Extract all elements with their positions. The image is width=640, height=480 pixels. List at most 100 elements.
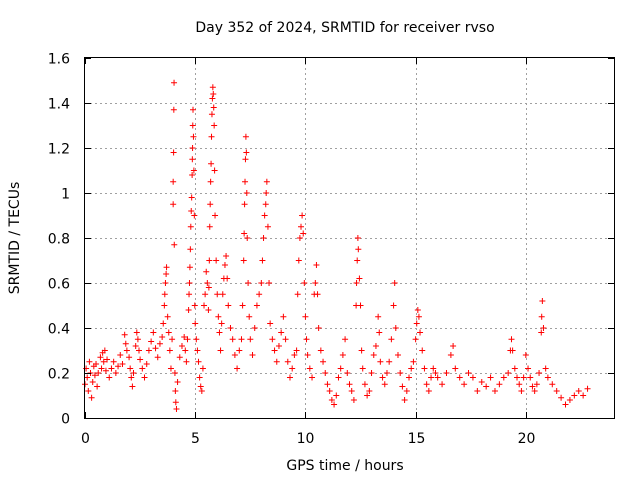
data-point xyxy=(134,336,141,343)
data-point xyxy=(280,313,287,320)
x-axis-label: GPS time / hours xyxy=(286,458,403,474)
data-point xyxy=(296,235,303,241)
data-point xyxy=(514,374,521,381)
data-point xyxy=(425,388,432,394)
data-point xyxy=(224,275,231,282)
data-point xyxy=(344,370,351,376)
data-point xyxy=(294,291,301,298)
data-point xyxy=(403,388,410,394)
data-point xyxy=(150,329,157,336)
data-point xyxy=(376,329,383,336)
data-point xyxy=(571,392,578,399)
data-point xyxy=(166,347,173,354)
data-point xyxy=(348,388,355,394)
data-point xyxy=(542,365,549,372)
data-point xyxy=(500,374,507,381)
data-point xyxy=(240,257,247,264)
data-point xyxy=(295,257,302,264)
data-point xyxy=(189,122,196,129)
data-point xyxy=(172,388,179,394)
data-point xyxy=(461,381,468,388)
data-point xyxy=(306,365,313,372)
data-point xyxy=(315,325,322,331)
data-point xyxy=(331,401,338,408)
data-point xyxy=(122,340,129,347)
data-point xyxy=(133,329,140,336)
data-point xyxy=(539,298,546,304)
data-point xyxy=(161,291,168,298)
data-point xyxy=(491,388,498,394)
data-point xyxy=(544,374,551,381)
data-point xyxy=(194,347,201,354)
data-point xyxy=(531,388,538,394)
data-point xyxy=(206,257,213,264)
data-point xyxy=(108,365,115,372)
data-point xyxy=(94,383,101,390)
data-point xyxy=(186,280,193,286)
data-point xyxy=(366,388,373,394)
data-point xyxy=(221,262,228,268)
data-point xyxy=(208,133,215,140)
data-point xyxy=(203,268,210,275)
data-point xyxy=(217,347,224,354)
data-point xyxy=(88,394,95,401)
data-point xyxy=(84,374,91,381)
data-point xyxy=(394,352,401,358)
data-point xyxy=(137,356,144,363)
data-point xyxy=(171,79,178,86)
data-point xyxy=(129,383,136,390)
y-tick-label: 0.8 xyxy=(48,232,70,248)
data-point xyxy=(127,365,134,372)
data-point xyxy=(536,370,543,376)
data-point xyxy=(302,313,309,320)
data-point xyxy=(358,347,365,354)
data-point xyxy=(301,280,308,286)
data-point xyxy=(163,264,170,271)
data-point xyxy=(119,361,126,367)
data-point xyxy=(243,190,250,196)
data-point xyxy=(185,307,192,313)
plot-frame xyxy=(84,57,615,419)
data-point xyxy=(269,336,276,343)
data-point xyxy=(117,352,124,358)
data-point xyxy=(167,365,174,372)
data-point xyxy=(368,370,375,376)
data-point xyxy=(566,397,573,403)
data-point xyxy=(160,320,167,327)
data-point xyxy=(210,104,217,111)
data-point xyxy=(452,365,459,372)
data-point xyxy=(176,354,183,361)
data-point xyxy=(293,347,300,354)
y-tick-label: 1.4 xyxy=(48,97,70,113)
data-point xyxy=(511,365,518,372)
data-point xyxy=(388,336,395,343)
data-point xyxy=(182,347,189,354)
data-point xyxy=(386,358,393,365)
data-point xyxy=(353,280,360,286)
data-point xyxy=(110,358,117,365)
data-point xyxy=(171,241,178,248)
data-point xyxy=(298,223,305,230)
data-point xyxy=(231,352,238,358)
data-point xyxy=(529,383,536,390)
data-point xyxy=(415,313,422,320)
data-point xyxy=(181,334,188,340)
data-point xyxy=(275,343,282,349)
data-point xyxy=(219,291,226,298)
data-point xyxy=(423,381,430,388)
data-point xyxy=(313,262,320,268)
data-point xyxy=(562,401,569,408)
data-point xyxy=(123,347,130,354)
data-point xyxy=(271,347,278,354)
data-point xyxy=(223,253,230,259)
data-point xyxy=(145,347,152,354)
data-point xyxy=(207,178,214,185)
y-axis-ticks: 0 0.2 0.4 0.6 0.8 1 1.2 1.4 1.6 xyxy=(48,52,614,428)
data-point xyxy=(314,291,321,298)
data-point xyxy=(580,392,587,399)
data-point xyxy=(383,370,390,376)
data-point xyxy=(496,381,503,388)
data-point xyxy=(89,379,96,385)
data-point xyxy=(91,372,98,379)
